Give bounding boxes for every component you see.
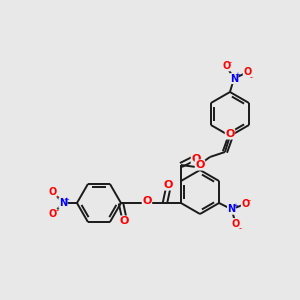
Text: O: O	[225, 129, 235, 139]
Text: O: O	[191, 154, 201, 164]
Text: O: O	[163, 180, 172, 190]
Text: -: -	[248, 196, 251, 206]
Text: O: O	[243, 67, 251, 77]
Text: -: -	[56, 193, 58, 202]
Text: N: N	[227, 204, 236, 214]
Text: -: -	[56, 206, 58, 215]
Text: O: O	[49, 187, 57, 197]
Text: O: O	[119, 216, 129, 226]
Text: -: -	[250, 73, 253, 82]
Text: O: O	[232, 219, 240, 229]
Text: O: O	[222, 61, 230, 71]
Text: +: +	[235, 72, 240, 78]
Text: +: +	[232, 203, 238, 209]
Text: N: N	[230, 74, 238, 84]
Text: -: -	[238, 224, 241, 233]
Text: O: O	[195, 160, 205, 170]
Text: O: O	[142, 196, 152, 206]
Text: O: O	[241, 199, 250, 209]
Text: -: -	[229, 58, 232, 68]
Text: N: N	[59, 198, 67, 208]
Text: O: O	[49, 209, 57, 219]
Text: +: +	[64, 196, 69, 202]
